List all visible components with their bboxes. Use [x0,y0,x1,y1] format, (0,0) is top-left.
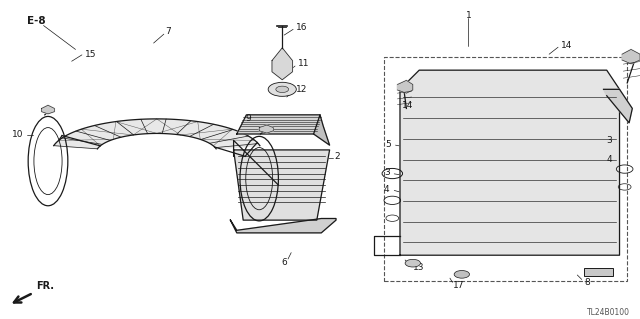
Circle shape [276,86,289,93]
Text: 4: 4 [384,185,390,194]
Circle shape [268,82,296,96]
Text: 14: 14 [402,101,413,110]
Text: 14: 14 [561,41,572,50]
Text: TL24B0100: TL24B0100 [588,308,630,317]
Polygon shape [400,70,620,255]
Text: 12: 12 [296,85,307,94]
Bar [384,57,627,281]
Text: 6: 6 [282,258,287,267]
Text: 11: 11 [298,59,309,68]
Polygon shape [314,115,330,145]
Text: FR.: FR. [36,281,54,291]
Text: 10: 10 [12,130,23,139]
Polygon shape [604,89,632,123]
Polygon shape [622,49,640,64]
Text: 3: 3 [606,137,612,145]
Text: 15: 15 [84,50,96,59]
Text: 9: 9 [246,114,252,123]
Polygon shape [272,48,292,80]
Text: 1: 1 [466,11,471,20]
Circle shape [454,271,470,278]
Text: 2: 2 [335,152,340,161]
Polygon shape [237,115,320,134]
Polygon shape [54,119,260,149]
Text: E-8: E-8 [27,16,45,26]
Text: 7: 7 [165,27,171,36]
Polygon shape [234,150,330,220]
Polygon shape [259,125,273,133]
FancyBboxPatch shape [584,268,613,276]
Text: 17: 17 [453,281,465,290]
Polygon shape [230,219,336,233]
Text: 13: 13 [413,263,424,272]
Polygon shape [42,105,54,114]
Text: 8: 8 [584,278,590,287]
Circle shape [405,259,420,267]
Text: 5: 5 [385,140,391,149]
Text: 3: 3 [384,168,390,177]
Polygon shape [397,80,413,93]
Text: 16: 16 [296,23,307,32]
Text: 4: 4 [606,155,612,164]
